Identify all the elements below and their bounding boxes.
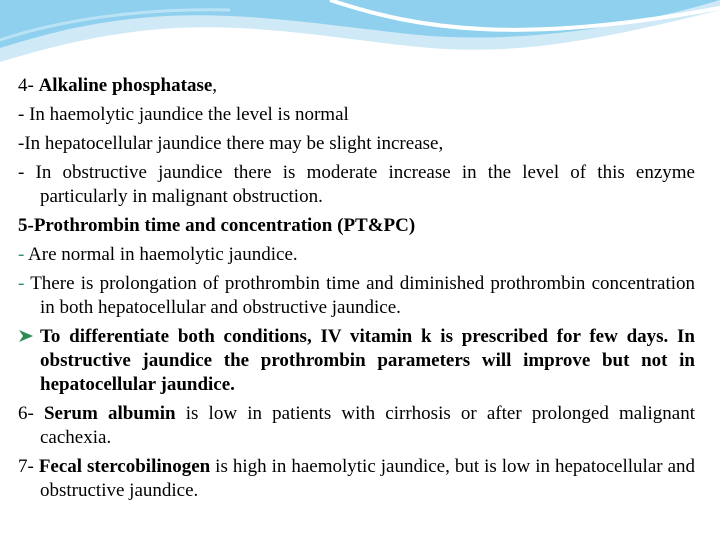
list-item: -In hepatocellular jaundice there may be… xyxy=(18,132,695,156)
text: 6- xyxy=(18,403,44,424)
bold-text: To differentiate both conditions, IV vit… xyxy=(40,326,695,395)
text: - In obstructive jaundice there is moder… xyxy=(18,162,695,207)
list-item: - In haemolytic jaundice the level is no… xyxy=(18,103,695,127)
list-item: 6- Serum albumin is low in patients with… xyxy=(18,402,695,450)
content: 4- Alkaline phosphatase, - In haemolytic… xyxy=(18,74,695,508)
text: There is prolongation of prothrombin tim… xyxy=(30,273,696,318)
list-item: - There is prolongation of prothrombin t… xyxy=(18,272,695,320)
text: is low in patients with cirrhosis or aft… xyxy=(40,403,695,448)
list-item: To differentiate both conditions, IV vit… xyxy=(18,325,695,397)
text: - xyxy=(18,273,31,294)
bold-text: 5-Prothrombin time and concentration (PT… xyxy=(18,215,416,236)
text: Are normal in haemolytic jaundice. xyxy=(28,244,298,265)
list-item: 5-Prothrombin time and concentration (PT… xyxy=(18,214,695,238)
list-item: 7- Fecal stercobilinogen is high in haem… xyxy=(18,455,695,503)
text: 4- xyxy=(18,75,39,96)
text: , xyxy=(212,75,218,96)
list-item: - Are normal in haemolytic jaundice. xyxy=(18,243,695,267)
list-item: 4- Alkaline phosphatase, xyxy=(18,74,695,98)
text: - In haemolytic jaundice the level is no… xyxy=(18,104,349,125)
text: 7- xyxy=(18,456,39,477)
text: -In hepatocellular jaundice there may be… xyxy=(18,133,444,154)
text: - xyxy=(18,244,29,265)
bold-text: Serum albumin xyxy=(43,403,176,424)
bold-text: Fecal stercobilinogen xyxy=(38,456,211,477)
header-wave xyxy=(0,0,720,62)
list-item: - In obstructive jaundice there is moder… xyxy=(18,161,695,209)
bold-text: Alkaline phosphatase xyxy=(38,75,213,96)
arrow-bullet xyxy=(19,330,33,342)
text: is high in haemolytic jaundice, but is l… xyxy=(40,456,696,501)
